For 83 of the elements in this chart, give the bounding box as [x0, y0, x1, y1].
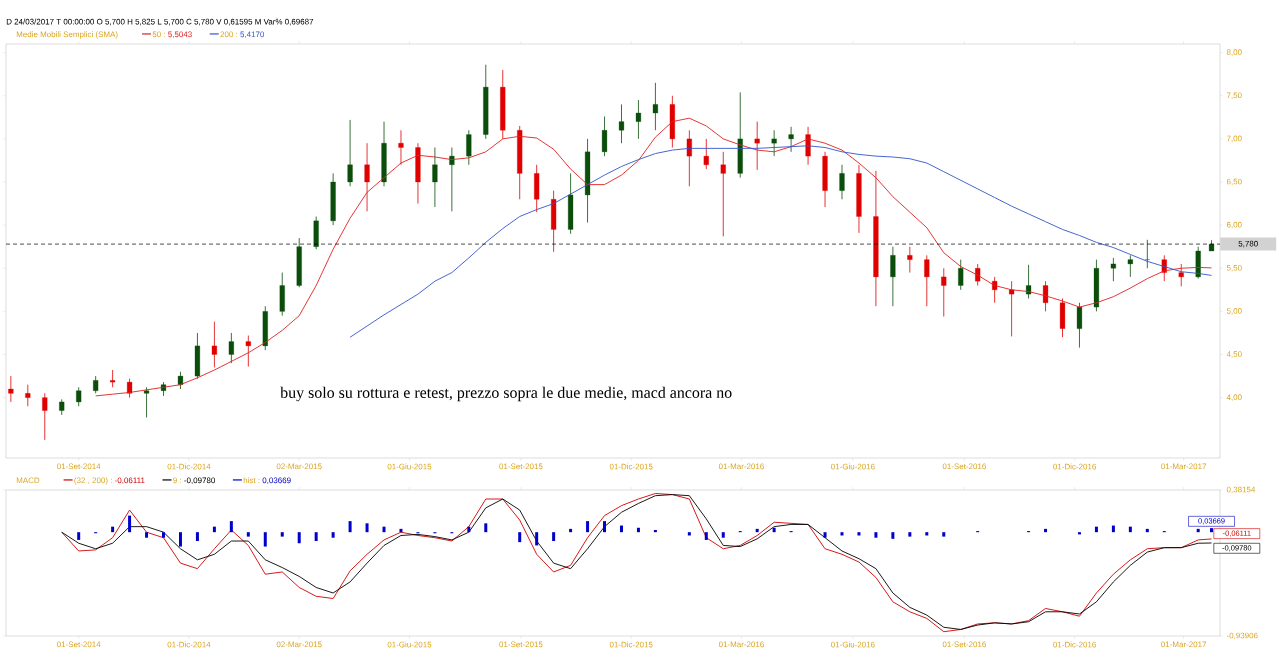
- bar: [484, 523, 488, 533]
- bar: [755, 528, 759, 533]
- bar: [891, 532, 895, 539]
- bar: [823, 532, 827, 538]
- candlestick: [25, 384, 31, 407]
- candlestick: [601, 116, 608, 157]
- bar: [297, 532, 301, 544]
- candlestick: [143, 386, 150, 418]
- bar: [704, 532, 708, 540]
- candlestick: [228, 332, 234, 364]
- bar: [1044, 528, 1048, 533]
- bar: [145, 532, 149, 538]
- bar: [314, 532, 318, 542]
- bar: [857, 532, 861, 536]
- bar: [1111, 525, 1115, 533]
- candlestick: [110, 369, 116, 388]
- candlestick: [432, 147, 438, 208]
- bar: [925, 532, 929, 536]
- candlestick: [466, 129, 472, 166]
- bar: [552, 532, 556, 542]
- candlestick: [635, 99, 642, 140]
- bar: [399, 528, 403, 533]
- candlestick: [364, 142, 370, 212]
- bar: [77, 532, 81, 540]
- bar: [195, 532, 199, 542]
- candlestick: [347, 119, 353, 187]
- candlestick: [1026, 264, 1032, 299]
- bar: [365, 523, 369, 533]
- bar: [1196, 528, 1200, 533]
- candlestick: [754, 121, 760, 171]
- bar: [569, 528, 573, 533]
- candlestick: [1144, 239, 1150, 269]
- candlestick: [703, 138, 709, 170]
- bar: [942, 532, 946, 537]
- bar: [619, 525, 623, 533]
- candlestick: [1009, 280, 1015, 337]
- candlestick: [127, 378, 133, 399]
- candlestick: [449, 147, 455, 212]
- candlestick: [8, 375, 14, 403]
- bar: [280, 532, 284, 537]
- bar: [518, 532, 522, 543]
- bar: [908, 532, 912, 537]
- candlestick: [788, 126, 794, 153]
- candlestick: [652, 82, 658, 131]
- bar: [348, 521, 352, 533]
- bar: [603, 521, 607, 533]
- bar: [874, 532, 878, 538]
- bar: [721, 532, 725, 538]
- candlestick: [1178, 263, 1184, 287]
- candlestick: [1042, 280, 1049, 312]
- bar: [1145, 528, 1149, 533]
- bar: [535, 532, 539, 546]
- bar: [162, 532, 165, 538]
- candlestick: [958, 259, 964, 291]
- bar: [687, 532, 691, 536]
- candlestick: [76, 386, 82, 407]
- candlestick: [839, 164, 845, 200]
- candlestick: [907, 246, 913, 273]
- candlestick: [42, 392, 48, 441]
- candlestick: [398, 129, 404, 166]
- candlestick: [245, 335, 251, 367]
- bar: [636, 527, 640, 533]
- candlestick: [1110, 257, 1116, 282]
- candlestick: [720, 151, 726, 237]
- bar: [772, 527, 776, 533]
- bar: [128, 515, 132, 533]
- candlestick: [686, 129, 692, 187]
- candlestick: [1127, 254, 1133, 278]
- candlestick: [618, 103, 625, 144]
- candlestick: [1076, 302, 1083, 349]
- bar: [263, 532, 267, 547]
- candlestick: [941, 267, 947, 317]
- bar: [840, 532, 844, 536]
- bar: [246, 532, 250, 537]
- bar: [331, 532, 335, 538]
- bar: [229, 521, 233, 533]
- candlestick: [211, 321, 217, 368]
- bar: [586, 521, 590, 533]
- candlestick: [924, 254, 930, 307]
- bar: [178, 532, 182, 547]
- candlestick: [771, 129, 777, 157]
- annotation: buy solo su rottura e retest, prezzo sopra le due medie, macd ancora no: [280, 386, 732, 402]
- candlestick: [890, 246, 896, 307]
